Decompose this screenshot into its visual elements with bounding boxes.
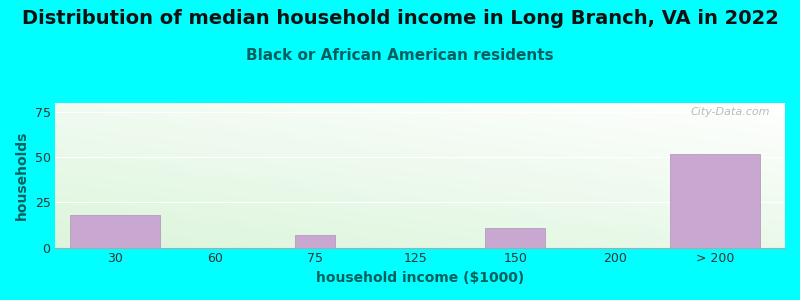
- Bar: [485, 228, 545, 247]
- Text: City-Data.com: City-Data.com: [691, 107, 770, 117]
- Y-axis label: households: households: [15, 130, 29, 220]
- X-axis label: household income ($1000): household income ($1000): [316, 271, 524, 285]
- Text: Black or African American residents: Black or African American residents: [246, 48, 554, 63]
- Bar: [670, 154, 760, 247]
- Text: Distribution of median household income in Long Branch, VA in 2022: Distribution of median household income …: [22, 9, 778, 28]
- Bar: [70, 215, 160, 248]
- Bar: [295, 235, 335, 247]
